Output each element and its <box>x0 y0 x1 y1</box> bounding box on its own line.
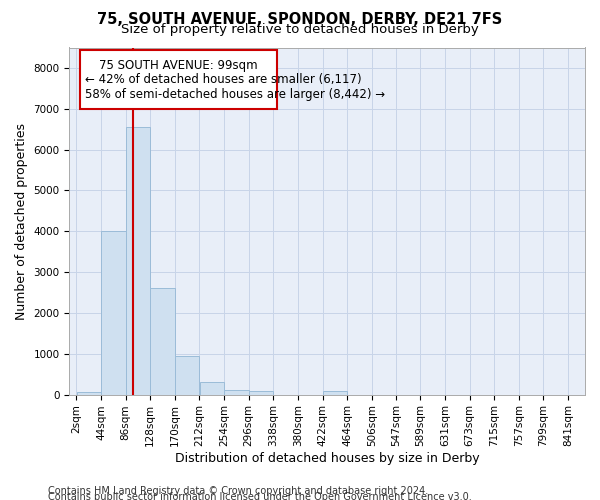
Text: 75 SOUTH AVENUE: 99sqm: 75 SOUTH AVENUE: 99sqm <box>100 58 258 71</box>
Text: Contains public sector information licensed under the Open Government Licence v3: Contains public sector information licen… <box>48 492 472 500</box>
Text: ← 42% of detached houses are smaller (6,117): ← 42% of detached houses are smaller (6,… <box>85 73 361 86</box>
Text: Contains HM Land Registry data © Crown copyright and database right 2024.: Contains HM Land Registry data © Crown c… <box>48 486 428 496</box>
Bar <box>101 232 125 394</box>
Bar <box>224 390 248 394</box>
Bar <box>323 392 347 394</box>
Text: 58% of semi-detached houses are larger (8,442) →: 58% of semi-detached houses are larger (… <box>85 88 385 102</box>
Y-axis label: Number of detached properties: Number of detached properties <box>15 122 28 320</box>
Bar <box>77 392 101 394</box>
FancyBboxPatch shape <box>80 50 277 109</box>
Bar <box>126 127 150 394</box>
Bar <box>200 382 224 394</box>
X-axis label: Distribution of detached houses by size in Derby: Distribution of detached houses by size … <box>175 452 479 465</box>
Bar <box>249 392 273 394</box>
Bar <box>175 356 199 395</box>
Text: 75, SOUTH AVENUE, SPONDON, DERBY, DE21 7FS: 75, SOUTH AVENUE, SPONDON, DERBY, DE21 7… <box>97 12 503 28</box>
Bar <box>151 288 175 395</box>
Text: Size of property relative to detached houses in Derby: Size of property relative to detached ho… <box>121 22 479 36</box>
